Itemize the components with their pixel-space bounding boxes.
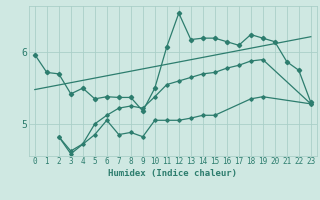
X-axis label: Humidex (Indice chaleur): Humidex (Indice chaleur) xyxy=(108,169,237,178)
